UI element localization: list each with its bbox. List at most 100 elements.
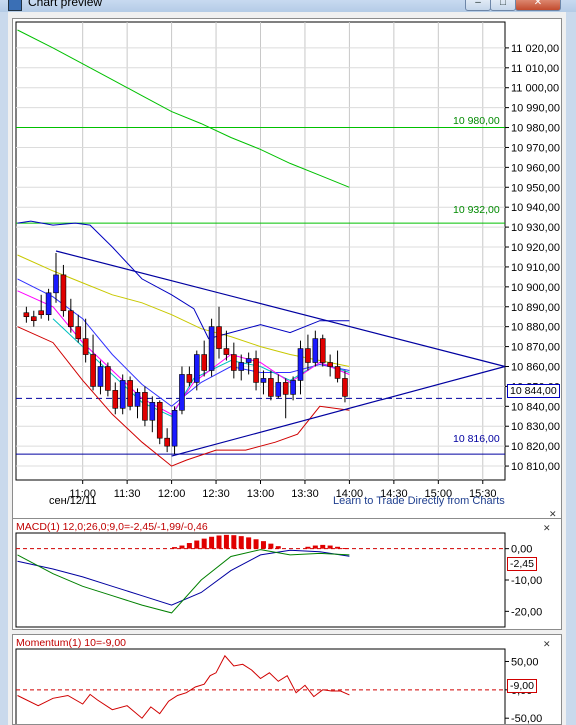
macd-histogram-bar xyxy=(231,535,237,549)
level-label-10932: 10 932,00 xyxy=(453,204,500,216)
candle-body xyxy=(134,392,141,407)
macd-value-label: -2,45 xyxy=(507,557,537,571)
macd-histogram-bar xyxy=(201,538,207,549)
overlay-line xyxy=(17,220,350,340)
learn-to-trade-link[interactable]: Learn to Trade Directly from Charts xyxy=(333,495,505,507)
candle-body xyxy=(68,310,74,327)
candle-body xyxy=(171,410,178,447)
y-tick-label: 10 870,00 xyxy=(511,342,560,354)
y-tick-label: 11 010,00 xyxy=(511,63,559,75)
candle-body xyxy=(231,354,237,371)
candle-body xyxy=(179,374,185,411)
y-tick-label: 10 880,00 xyxy=(511,322,560,334)
y-tick-label: 11 020,00 xyxy=(511,43,559,55)
candle-body xyxy=(30,316,37,321)
y-tick-label: 10 960,00 xyxy=(511,162,560,174)
candle-body xyxy=(312,338,319,363)
macd-histogram-bar xyxy=(223,534,229,549)
window-title: Chart preview xyxy=(28,0,103,9)
candle-body xyxy=(38,310,44,316)
macd-pane[interactable]: 0,00 -10,00 -20,00 MACD(1) 12,0;26,0;9,0=-… xyxy=(12,518,562,630)
macd-histogram-bar xyxy=(312,545,318,549)
macd-histogram-bar xyxy=(275,546,281,549)
candle-body xyxy=(238,362,245,371)
momentum-y-tick-label: -50,00 xyxy=(511,713,542,725)
y-tick-label: 10 970,00 xyxy=(511,142,560,154)
macd-histogram-bar xyxy=(172,547,178,549)
candle-body xyxy=(164,437,170,447)
macd-histogram-bar xyxy=(268,543,274,549)
overlay-line xyxy=(17,254,350,367)
candle-body xyxy=(282,382,289,395)
trend-line xyxy=(171,365,506,457)
macd-histogram-bar xyxy=(179,545,185,549)
level-label-10816: 10 816,00 xyxy=(453,433,500,445)
candle-body xyxy=(290,380,296,395)
candle-body xyxy=(245,358,252,363)
macd-histogram-bar xyxy=(246,537,252,549)
macd-chart: 0,00 -10,00 -20,00 xyxy=(15,532,542,628)
macd-line xyxy=(17,549,350,614)
macd-histogram-bar xyxy=(194,540,200,549)
candle-body xyxy=(260,378,267,383)
y-tick-label: 10 810,00 xyxy=(511,461,560,473)
candle-body xyxy=(142,392,148,421)
candle-body xyxy=(253,358,259,383)
macd-histogram-bar xyxy=(320,544,326,549)
candle-body xyxy=(275,382,282,397)
y-tick-label: 10 830,00 xyxy=(511,421,560,433)
close-button[interactable]: ✕ xyxy=(515,0,561,11)
y-tick-label: 10 920,00 xyxy=(511,242,560,254)
x-tick-label: 11:00 xyxy=(69,488,96,500)
overlay-line xyxy=(17,326,350,467)
momentum-line xyxy=(17,654,350,719)
macd-plot-area xyxy=(15,532,506,628)
momentum-value-label: -9,00 xyxy=(507,679,537,693)
candle-body xyxy=(60,274,67,312)
app-icon xyxy=(8,0,22,11)
candle-body xyxy=(305,348,311,363)
candle-body xyxy=(149,402,156,421)
y-tick-label: 10 910,00 xyxy=(511,262,560,274)
pane-resize-icon[interactable]: ✕ xyxy=(549,509,557,519)
x-tick-label: 11:30 xyxy=(114,488,141,500)
macd-title: MACD(1) 12,0;26,0;9,0=-2,45/-1,99/-0,46 xyxy=(16,521,208,533)
momentum-title: Momentum(1) 10=-9,00 xyxy=(16,637,127,649)
candle-body xyxy=(75,326,82,339)
candle-body xyxy=(201,354,207,371)
y-tick-label: 10 840,00 xyxy=(511,401,560,413)
macd-line xyxy=(17,549,350,606)
maximize-button[interactable]: □ xyxy=(490,0,516,11)
x-tick-label: 14:00 xyxy=(336,488,364,500)
macd-histogram-bar xyxy=(335,546,341,549)
momentum-y-tick-label: 50,00 xyxy=(511,656,539,668)
candle-body xyxy=(45,292,52,316)
x-tick-label: 15:30 xyxy=(469,488,497,500)
y-tick-label: 11 000,00 xyxy=(511,83,559,95)
level-label-10980: 10 980,00 xyxy=(453,115,500,127)
momentum-plot-area xyxy=(15,648,506,724)
momentum-close-icon[interactable]: ✕ xyxy=(543,639,551,649)
y-tick-label: 10 940,00 xyxy=(511,202,560,214)
macd-histogram-bar xyxy=(253,539,259,549)
macd-y-tick-label: -20,00 xyxy=(511,606,542,618)
candle-body xyxy=(193,354,200,383)
x-tick-label: 13:30 xyxy=(291,488,319,500)
macd-histogram-bar xyxy=(260,541,266,549)
y-tick-label: 10 990,00 xyxy=(511,103,560,115)
y-tick-label: 10 860,00 xyxy=(511,361,560,373)
macd-histogram-bar xyxy=(342,548,348,550)
candle-body xyxy=(90,354,96,387)
momentum-pane[interactable]: 50,000,00-50,00 Momentum(1) 10=-9,00 ✕ -… xyxy=(12,634,562,725)
candle-body xyxy=(216,326,222,349)
candle-body xyxy=(297,348,304,381)
macd-close-icon[interactable]: ✕ xyxy=(543,523,551,533)
candle-body xyxy=(208,326,215,371)
price-chart: 11:00 11:30 12:00 12:30 13:00 13:30 14:00 14:30… xyxy=(15,21,560,500)
title-bar: Chart preview – □ ✕ xyxy=(0,0,576,12)
price-chart-pane[interactable]: 11:00 11:30 12:00 12:30 13:00 13:30 14:00 14:30… xyxy=(12,18,562,522)
minimize-icon: – xyxy=(475,0,481,8)
macd-histogram-bar xyxy=(238,536,244,549)
minimize-button[interactable]: – xyxy=(465,0,491,11)
macd-y-tick-label: -10,00 xyxy=(511,575,542,587)
